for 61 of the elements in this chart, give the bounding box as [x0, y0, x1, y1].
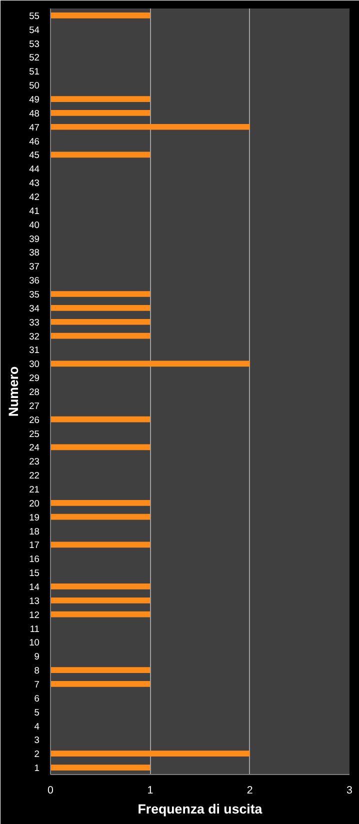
y-tick-label: 26 — [29, 414, 40, 425]
y-tick-label: 2 — [34, 749, 40, 760]
y-tick-label: 10 — [29, 638, 40, 648]
y-tick-label: 31 — [29, 345, 40, 356]
x-tick-label: 1 — [147, 784, 154, 796]
y-tick-label: 15 — [29, 568, 40, 578]
y-tick-label: 11 — [30, 624, 40, 634]
y-tick-label: 39 — [29, 234, 40, 244]
y-tick-label: 36 — [29, 276, 40, 286]
y-tick-label: 52 — [29, 52, 40, 63]
y-tick-label: 50 — [29, 80, 40, 91]
y-tick-label: 40 — [29, 220, 40, 230]
y-tick-label: 23 — [29, 456, 40, 467]
y-tick-label: 35 — [29, 290, 40, 300]
y-tick-label: 5 — [34, 707, 40, 718]
y-tick-label: 38 — [29, 248, 40, 258]
y-tick-label: 45 — [29, 150, 40, 160]
y-tick-label: 21 — [29, 484, 40, 494]
y-tick-label: 53 — [29, 38, 40, 49]
x-tick-label: 0 — [48, 784, 54, 796]
y-tick-label: 44 — [29, 164, 40, 174]
y-axis-title: Numero — [6, 366, 22, 417]
y-tick-label: 32 — [29, 331, 40, 342]
y-tick-label: 49 — [29, 94, 40, 105]
y-tick-label: 51 — [29, 66, 40, 77]
y-tick-label: 20 — [29, 498, 40, 508]
y-tick-label: 14 — [29, 582, 40, 592]
y-tick-label: 41 — [29, 206, 40, 216]
y-tick-label: 1 — [34, 763, 40, 774]
y-tick-label: 42 — [29, 192, 40, 202]
y-tick-label: 12 — [29, 610, 40, 620]
y-tick-label: 54 — [29, 24, 40, 35]
y-tick-label: 46 — [29, 136, 40, 146]
y-tick-label: 16 — [29, 554, 40, 564]
y-tick-label: 28 — [29, 387, 40, 397]
y-tick-label: 17 — [29, 540, 40, 550]
x-tick-label: 3 — [346, 784, 353, 796]
y-tick-label: 22 — [29, 470, 40, 481]
x-tick-label: 2 — [246, 784, 253, 796]
y-tick-label: 48 — [29, 108, 40, 118]
y-tick-label: 18 — [29, 526, 40, 536]
y-tick-label: 6 — [34, 693, 40, 704]
y-tick-label: 27 — [29, 400, 40, 411]
y-tick-label: 13 — [29, 596, 40, 606]
y-tick-label: 29 — [29, 373, 40, 384]
y-tick-label: 19 — [29, 512, 40, 522]
y-tick-label: 47 — [29, 122, 40, 132]
y-tick-label: 24 — [29, 442, 40, 453]
y-tick-label: 8 — [34, 666, 40, 676]
y-tick-label: 55 — [29, 10, 40, 21]
y-tick-label: 4 — [34, 721, 40, 732]
y-tick-label: 25 — [29, 428, 40, 439]
y-tick-label: 33 — [29, 317, 40, 328]
y-tick-label: 43 — [29, 178, 40, 188]
y-tick-label: 30 — [29, 359, 40, 370]
y-tick-label: 34 — [29, 303, 40, 314]
x-axis-title: Frequenza di uscita — [138, 802, 263, 816]
y-tick-label: 7 — [34, 679, 40, 690]
y-tick-label: 9 — [34, 652, 40, 662]
y-tick-label: 37 — [29, 262, 40, 272]
y-tick-label: 3 — [34, 735, 40, 746]
